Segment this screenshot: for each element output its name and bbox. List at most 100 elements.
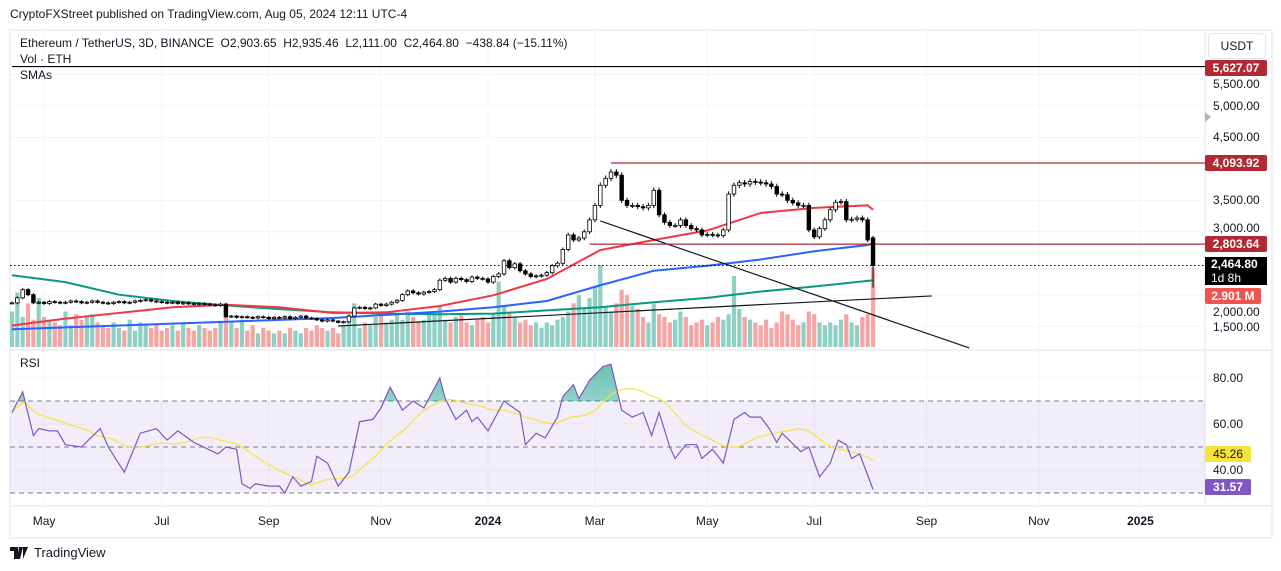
candle-body	[640, 206, 646, 209]
volume-bar	[699, 319, 704, 347]
candle-body	[533, 275, 539, 278]
volume-bar	[614, 303, 619, 347]
candle-body	[229, 315, 234, 318]
volume-bar	[480, 316, 485, 347]
candle-body	[122, 301, 127, 304]
candle	[459, 276, 464, 282]
volume-bar	[833, 325, 838, 347]
volume-bar	[148, 327, 154, 347]
symbol-name[interactable]: Ethereum / TetherUS, 3D, BINANCE	[20, 36, 214, 50]
volume-bar	[100, 325, 106, 347]
candle-body	[432, 289, 437, 292]
ohlc-low: L2,111.00	[345, 36, 397, 50]
volume-bar	[325, 330, 330, 347]
volume-bar	[159, 330, 164, 347]
candle-body	[795, 202, 801, 206]
volume-bar	[849, 322, 854, 347]
candle	[683, 217, 689, 228]
volume-legend[interactable]: Vol · ETH	[20, 52, 72, 66]
candle-body	[865, 219, 870, 241]
candle-body	[496, 273, 501, 277]
candle-body	[138, 299, 143, 302]
candle	[154, 299, 159, 304]
candle	[325, 318, 330, 323]
volume-bar	[90, 314, 95, 347]
candle	[191, 302, 197, 306]
candle	[475, 275, 480, 281]
candle-body	[592, 204, 598, 221]
candle-body	[52, 301, 57, 304]
volume-bar	[304, 327, 309, 347]
volume-bar	[229, 322, 234, 347]
rsi-legend[interactable]: RSI	[20, 356, 41, 370]
volume-bar	[870, 267, 876, 347]
candle-body	[828, 209, 833, 221]
candle-body	[785, 194, 790, 201]
currency-button[interactable]: USDT	[1208, 33, 1266, 59]
volume-bar	[341, 325, 346, 347]
candle-body	[384, 303, 389, 306]
candle	[795, 200, 801, 208]
volume-bar	[47, 319, 52, 347]
candle-body	[656, 189, 662, 216]
volume-bar	[469, 325, 475, 347]
candle	[801, 202, 806, 208]
candle-body	[41, 301, 47, 304]
candle-body	[544, 272, 549, 276]
candle	[213, 303, 218, 307]
candle	[592, 202, 598, 223]
candle-body	[448, 277, 453, 283]
volume-bar	[368, 325, 373, 347]
candle-body	[426, 291, 432, 293]
candle	[394, 298, 400, 304]
volume-bar	[357, 327, 362, 347]
candle-body	[747, 181, 753, 185]
candle-body	[870, 237, 876, 266]
tradingview-logo[interactable]: TradingView	[10, 545, 106, 560]
volume-bar	[79, 319, 84, 347]
volume-bar	[58, 325, 63, 347]
candle-body	[303, 315, 309, 319]
volume-bar	[517, 322, 523, 347]
time-tick: Jul	[154, 514, 170, 528]
volume-bar	[640, 316, 646, 347]
volume-bar	[20, 316, 25, 347]
candle	[571, 232, 576, 243]
volume-bar	[378, 311, 384, 347]
candle-body	[774, 186, 779, 195]
candle	[753, 178, 758, 185]
candle-body	[560, 249, 566, 264]
candle	[576, 235, 582, 243]
candle-body	[191, 303, 197, 305]
candle	[774, 183, 779, 197]
candle	[202, 302, 207, 306]
volume-bar	[822, 325, 827, 347]
scroll-right-icon[interactable]	[1205, 112, 1211, 122]
candle	[25, 288, 31, 297]
rsi-line	[11, 363, 874, 495]
candle-countdown: 1d 8h	[1211, 271, 1242, 286]
volume-bar	[544, 322, 549, 347]
candle-body	[154, 300, 159, 303]
smas-legend[interactable]: SMAs	[20, 68, 53, 82]
candle	[790, 197, 796, 206]
volume-bar	[68, 325, 73, 347]
volume-bar	[170, 325, 175, 347]
candle	[480, 276, 485, 281]
candle-body	[298, 315, 303, 318]
candle	[234, 314, 239, 319]
price-tick: 1,500.00	[1213, 320, 1260, 334]
candle	[416, 291, 421, 296]
volume-bar	[164, 327, 170, 347]
volume-bar	[255, 333, 261, 347]
level-price-label: 5,627.07	[1205, 60, 1267, 76]
volume-bar	[576, 295, 581, 347]
candle-body	[646, 204, 651, 209]
candle-body	[806, 204, 812, 231]
candle-body	[373, 303, 378, 309]
candle	[79, 300, 84, 305]
volume-bar	[421, 319, 426, 347]
candle	[865, 217, 870, 243]
candle-body	[485, 278, 491, 283]
